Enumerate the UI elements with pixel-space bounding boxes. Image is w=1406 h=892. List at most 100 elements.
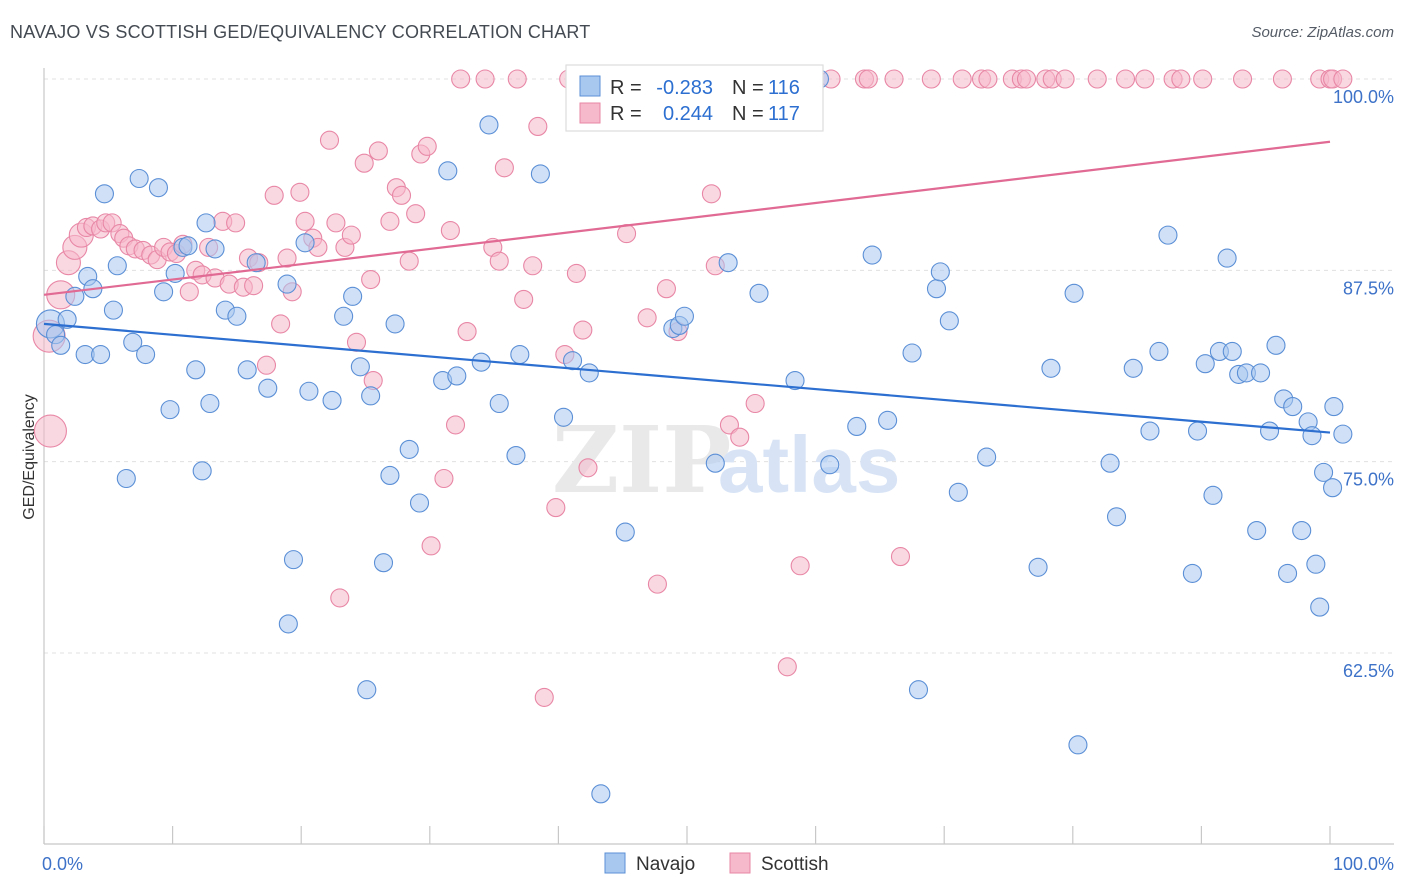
scottish-point-99 [890,547,911,567]
navajo-point-53 [489,393,509,414]
watermark: ZIP atlas [552,406,900,514]
scottish-point-110 [1087,69,1107,89]
stats-box-frame [565,64,824,132]
navajo-point-15 [136,344,156,365]
navajo-point-80 [948,482,968,502]
navajo-point-95 [1203,485,1223,505]
stats-scottish-r-value: 0.244 [663,103,713,125]
x-tick-label-right: 100.0% [1333,854,1394,874]
scottish-point-109 [1055,69,1075,89]
y-axis-label: GED/Equivalency [21,394,38,519]
scottish-point-60 [421,536,441,556]
scottish-point-70 [507,69,527,89]
navajo-point-115 [1324,397,1344,417]
stats-navajo-n-label: N = [732,77,764,99]
navajo-point-71 [820,455,840,475]
legend: Navajo Scottish [604,852,829,875]
navajo-point-49 [438,161,458,181]
navajo-point-113 [1314,462,1334,482]
scottish-point-68 [489,251,509,271]
navajo-point-8 [91,344,111,365]
navajo-point-110 [1302,426,1322,446]
navajo-point-56 [530,164,550,184]
scottish-point-48 [346,332,367,352]
scottish-point-37 [277,248,297,268]
navajo-point-101 [1247,520,1267,541]
navajo-point-88 [1123,358,1143,378]
scottish-point-90 [719,415,739,435]
navajo-point-11 [107,256,127,276]
navajo-point-106 [1278,563,1298,583]
stats-scottish-swatch [579,102,601,124]
navajo-point-81 [977,447,997,467]
navajo-point-59 [579,363,599,383]
scottish-point-34 [256,355,277,375]
navajo-point-91 [1158,225,1178,245]
navajo-point-87 [1106,507,1127,527]
scottish-point-56 [399,251,419,271]
navajo-point-90 [1149,341,1169,362]
scottish-point-75 [546,498,566,518]
scottish-point-36 [271,314,291,334]
navajo-point-16 [148,178,169,198]
x-tick-label-left: 0.0% [42,854,83,874]
navajo-point-24 [196,213,216,233]
navajo-point-97 [1217,248,1237,268]
legend-navajo-label: Navajo [636,854,695,875]
navajo-point-10 [103,300,123,320]
scottish-point-80 [578,458,598,478]
navajo-point-50 [447,366,467,386]
scottish-point-78 [566,263,586,283]
navajo-point-42 [361,386,381,406]
navajo-point-103 [1260,421,1280,441]
navajo-point-89 [1140,421,1160,441]
navajo-point-46 [399,439,419,459]
navajo-point-73 [862,245,882,265]
stats-scottish-n-label: N = [732,103,764,125]
navajo-point-79 [939,311,959,331]
y-tick-label-3: 62.5% [1343,661,1394,681]
chart-source: Source: ZipAtlas.com [1251,24,1394,41]
navajo-point-108 [1292,520,1312,541]
scottish-point-61 [434,468,454,489]
navajo-point-39 [343,286,363,306]
scottish-point-63 [445,415,466,435]
navajo-point-14 [129,168,149,189]
scottish-point-91 [730,427,750,447]
navajo-point-61 [615,522,635,542]
navajo-point-2 [51,335,71,355]
scottish-point-43 [319,130,340,150]
stats-navajo-r-label: R = [610,77,642,99]
scottish-point-52 [368,141,388,161]
navajo-point-82 [1028,557,1048,577]
navajo-point-32 [277,274,297,294]
legend-navajo-swatch [604,852,626,874]
navajo-point-72 [847,416,867,437]
navajo-point-116 [1333,424,1353,444]
scottish-point-47 [341,225,361,245]
scottish-point-57 [406,204,426,224]
stats-navajo-r-value: -0.283 [656,77,713,99]
y-tick-label-1: 87.5% [1343,278,1394,298]
chart-title: NAVAJO VS SCOTTISH GED/EQUIVALENCY CORRE… [10,22,591,42]
scottish-point-74 [534,687,554,707]
navajo-point-111 [1306,554,1326,574]
scottish-point-35 [264,185,284,205]
navajo-point-65 [705,453,725,473]
navajo-point-40 [350,357,370,377]
scottish-point-59 [417,136,437,156]
navajo-point-26 [205,239,225,259]
scottish-point-49 [354,153,374,173]
trend-lines [43,140,1331,434]
scottish-point-39 [290,182,310,202]
navajo-point-44 [380,465,400,485]
navajo-point-35 [295,233,315,253]
navajo-point-78 [930,262,950,282]
navajo-point-85 [1068,735,1088,755]
scottish-point-1 [33,414,67,448]
scottish-point-40 [295,211,315,231]
navajo-point-43 [373,553,394,573]
navajo-point-68 [785,370,805,391]
navajo-point-93 [1187,421,1208,441]
